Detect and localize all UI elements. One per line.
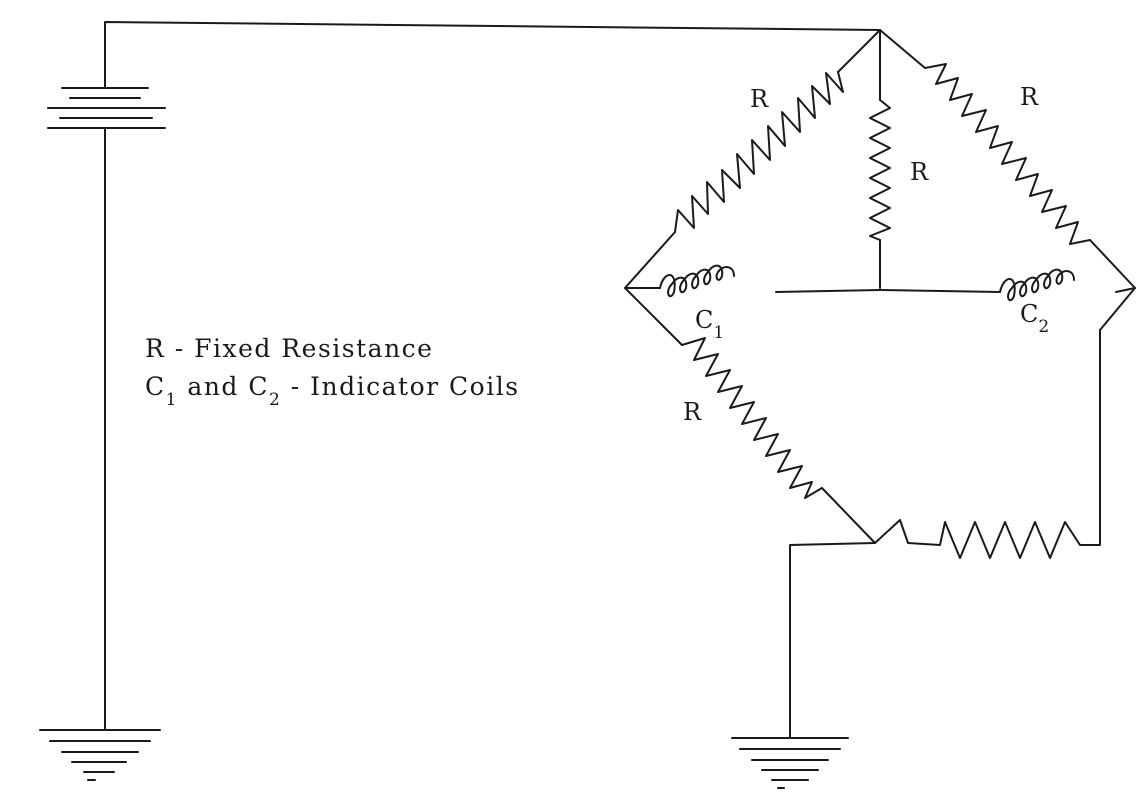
legend-line-1: R - Fixed Resistance (145, 334, 433, 363)
bottom-wire (789, 542, 876, 739)
legend-c1: C (145, 372, 166, 401)
label-c1-sub: 1 (713, 323, 724, 343)
label-r-center: R (910, 158, 929, 186)
legend-mid: and C (178, 372, 269, 401)
label-c1: C1 (695, 306, 724, 343)
legend-end: - Indicator Coils (281, 372, 519, 401)
label-c2: C2 (1020, 300, 1049, 337)
top-wire (104, 21, 881, 89)
label-r-top-right: R (1020, 83, 1039, 111)
label-r-lower-left: R (683, 398, 702, 426)
resistor-top-left (624, 29, 881, 289)
coil-c2 (879, 268, 1136, 302)
label-c1-main: C (695, 306, 713, 334)
label-c2-main: C (1020, 300, 1038, 328)
legend-c2-sub: 2 (269, 390, 281, 410)
resistor-lower-left (624, 287, 876, 544)
resistor-top-right (879, 29, 1136, 289)
legend-line-2: C1 and C2 - Indicator Coils (145, 372, 520, 410)
left-ground-symbol (39, 729, 161, 781)
right-ground-symbol (731, 737, 849, 789)
label-r-top-left: R (750, 85, 769, 113)
legend-c1-sub: 1 (166, 390, 178, 410)
resistor-bottom-right (874, 287, 1136, 559)
battery-symbol (47, 87, 166, 129)
label-c2-sub: 2 (1038, 317, 1049, 337)
coil-c1 (624, 264, 881, 298)
resistor-center (869, 29, 891, 289)
